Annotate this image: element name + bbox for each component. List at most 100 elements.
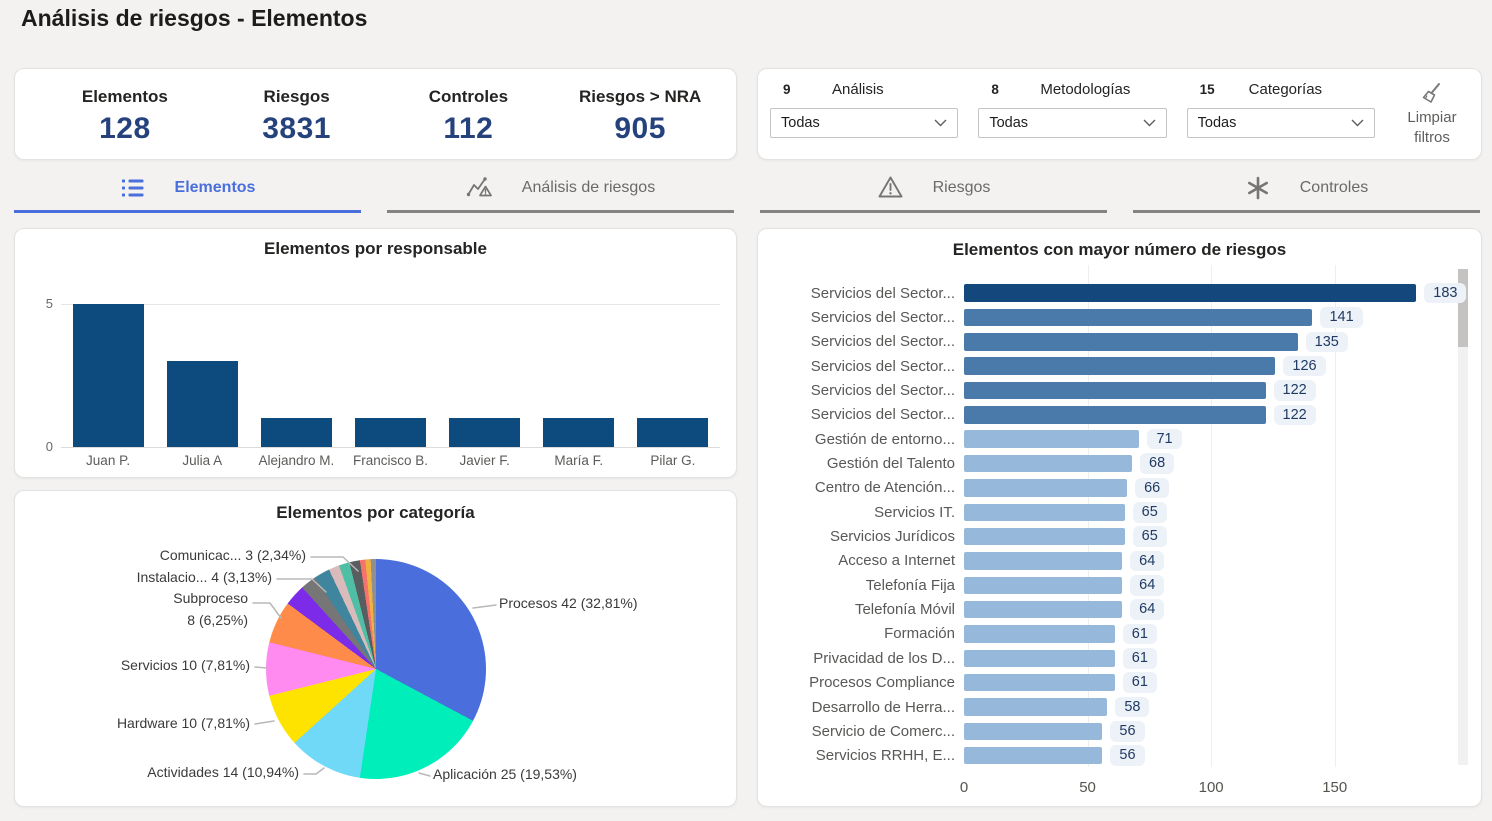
- bar-Javier F.[interactable]: [449, 418, 521, 447]
- category-label[interactable]: Servicios del Sector...: [810, 357, 955, 375]
- category-label[interactable]: Servicios del Sector...: [810, 333, 955, 351]
- bar-row: Gestión de entorno... 71: [774, 427, 1465, 451]
- scrollbar-track[interactable]: [1458, 269, 1468, 765]
- bar[interactable]: [964, 746, 1103, 765]
- bar[interactable]: [964, 576, 1123, 595]
- pie-label-servicios[interactable]: Servicios 10 (7,81%): [120, 657, 250, 673]
- category-label[interactable]: Servicios Jurídicos: [829, 528, 955, 546]
- value-label: 61: [1122, 672, 1157, 693]
- category-label[interactable]: Servicios del Sector...: [810, 382, 955, 400]
- chart-title: Elementos con mayor número de riesgos: [952, 240, 1287, 259]
- category-label[interactable]: Gestión del Talento: [826, 455, 955, 473]
- category-label[interactable]: Telefonía Móvil: [854, 601, 955, 619]
- category-label[interactable]: Servicio de Comerc...: [811, 722, 955, 740]
- x-axis-tick: 50: [1079, 779, 1096, 796]
- category-label[interactable]: Formación: [884, 625, 955, 643]
- bar-Alejandro M.[interactable]: [260, 418, 332, 447]
- bar[interactable]: [964, 649, 1115, 668]
- category-label[interactable]: Servicios IT.: [874, 503, 955, 521]
- bar[interactable]: [964, 600, 1123, 619]
- pie-chart[interactable]: [266, 559, 486, 779]
- bar-row: Gestión del Talento 68: [774, 451, 1465, 475]
- pie-label-subproceso[interactable]: Subproceso 8 (6,25%): [173, 587, 248, 631]
- bar[interactable]: [964, 333, 1298, 351]
- bar[interactable]: [964, 698, 1108, 716]
- bar[interactable]: [964, 430, 1140, 448]
- bar[interactable]: [964, 357, 1276, 375]
- filter-count: 8: [991, 82, 999, 97]
- pie-label-actividades[interactable]: Actividades 14 (10,94%): [147, 764, 299, 780]
- gridline: [1211, 265, 1213, 767]
- bar-María F.[interactable]: [543, 418, 615, 447]
- kpi-label: Elementos: [81, 86, 168, 106]
- category-label[interactable]: Gestión de entorno...: [814, 430, 955, 448]
- tab-elementos[interactable]: Elementos: [14, 171, 361, 213]
- x-axis-labels: 0 50 100 150: [960, 779, 1441, 799]
- bar[interactable]: [964, 381, 1266, 400]
- category-label[interactable]: Telefonía Fija: [865, 576, 955, 594]
- tab-riesgos[interactable]: Riesgos: [760, 171, 1107, 213]
- filter-group-analisis: 9 Análisis Todas: [770, 80, 959, 149]
- pie-label-procesos[interactable]: Procesos 42 (32,81%): [499, 595, 638, 611]
- broom-icon: [1422, 83, 1440, 103]
- bar[interactable]: [964, 722, 1103, 741]
- scrollbar-thumb[interactable]: [1458, 269, 1468, 347]
- category-label[interactable]: Servicios RRHH, E...: [815, 747, 955, 765]
- x-axis-label: Julia A: [182, 453, 223, 468]
- value-label: 65: [1132, 526, 1167, 547]
- controls-icon: [1247, 176, 1268, 199]
- tab-bar: Elementos Análisis de riesgos Riesgos Co…: [14, 171, 1480, 213]
- value-label: 64: [1130, 550, 1165, 572]
- bar-row: Servicios del Sector... 126: [774, 354, 1465, 378]
- category-label[interactable]: Desarrollo de Herra...: [811, 698, 955, 716]
- pie-label-instalaciones[interactable]: Instalacio... 4 (3,13%): [136, 569, 272, 585]
- pie-label-line: Subproceso: [173, 590, 248, 606]
- bar-Juan P.[interactable]: [72, 304, 144, 447]
- category-label[interactable]: Acceso a Internet: [838, 552, 955, 570]
- category-label[interactable]: Servicios del Sector...: [810, 406, 955, 424]
- x-axis-label: Juan P.: [86, 453, 131, 468]
- analisis-dropdown[interactable]: Todas: [770, 108, 959, 138]
- tab-controles[interactable]: Controles: [1133, 171, 1480, 213]
- value-label: 183: [1424, 282, 1467, 304]
- tab-label: Elementos: [174, 178, 256, 196]
- bar[interactable]: [964, 454, 1133, 473]
- category-label[interactable]: Servicios del Sector...: [810, 309, 955, 327]
- kpi-elementos: Elementos 128: [39, 87, 211, 146]
- bar-Francisco B.[interactable]: [354, 418, 426, 447]
- metodologias-dropdown[interactable]: Todas: [978, 108, 1167, 138]
- pie-label-aplicacion[interactable]: Aplicación 25 (19,53%): [433, 766, 577, 782]
- category-label[interactable]: Privacidad de los D...: [813, 649, 955, 667]
- pie-label-hardware[interactable]: Hardware 10 (7,81%): [116, 715, 250, 731]
- bar[interactable]: [964, 406, 1266, 424]
- bar[interactable]: [964, 552, 1123, 570]
- bar-row: Procesos Compliance 61: [774, 671, 1465, 695]
- tab-analisis-de-riesgos[interactable]: Análisis de riesgos: [387, 171, 734, 213]
- kpi-riesgos: Riesgos 3831: [211, 87, 383, 146]
- category-label[interactable]: Servicios del Sector...: [810, 284, 955, 302]
- x-axis-labels: Juan P. Julia A Alejandro M. Francisco B. Ja…: [61, 453, 720, 468]
- category-label[interactable]: Centro de Atención...: [814, 479, 955, 497]
- bar[interactable]: [964, 673, 1115, 692]
- bar[interactable]: [964, 625, 1115, 643]
- chart-elementos-con-mayor-numero-de-riesgos: Elementos con mayor número de riesgos Se…: [757, 228, 1482, 807]
- bar[interactable]: [964, 284, 1417, 302]
- value-label: 61: [1122, 623, 1157, 645]
- kpi-label: Riesgos: [263, 86, 330, 106]
- bar[interactable]: [964, 503, 1125, 522]
- category-label[interactable]: Procesos Compliance: [809, 674, 955, 692]
- bar-row: Centro de Atención... 66: [774, 476, 1465, 500]
- pie-label-comunicaciones[interactable]: Comunicac... 3 (2,34%): [159, 547, 306, 563]
- bar[interactable]: [964, 479, 1128, 497]
- page-title: Análisis de riesgos - Elementos: [21, 5, 368, 31]
- clear-filters-button[interactable]: Limpiar filtros: [1395, 80, 1469, 149]
- bar[interactable]: [964, 527, 1125, 546]
- bar-Pilar G.[interactable]: [637, 418, 709, 447]
- filter-label: Metodologías: [1040, 81, 1131, 98]
- bar-row: Servicio de Comerc... 56: [774, 719, 1465, 743]
- categorias-dropdown[interactable]: Todas: [1186, 108, 1375, 138]
- filter-count: 15: [1199, 82, 1215, 97]
- bar-Julia A[interactable]: [166, 361, 238, 447]
- bar[interactable]: [964, 308, 1313, 327]
- value-label: 56: [1110, 721, 1145, 742]
